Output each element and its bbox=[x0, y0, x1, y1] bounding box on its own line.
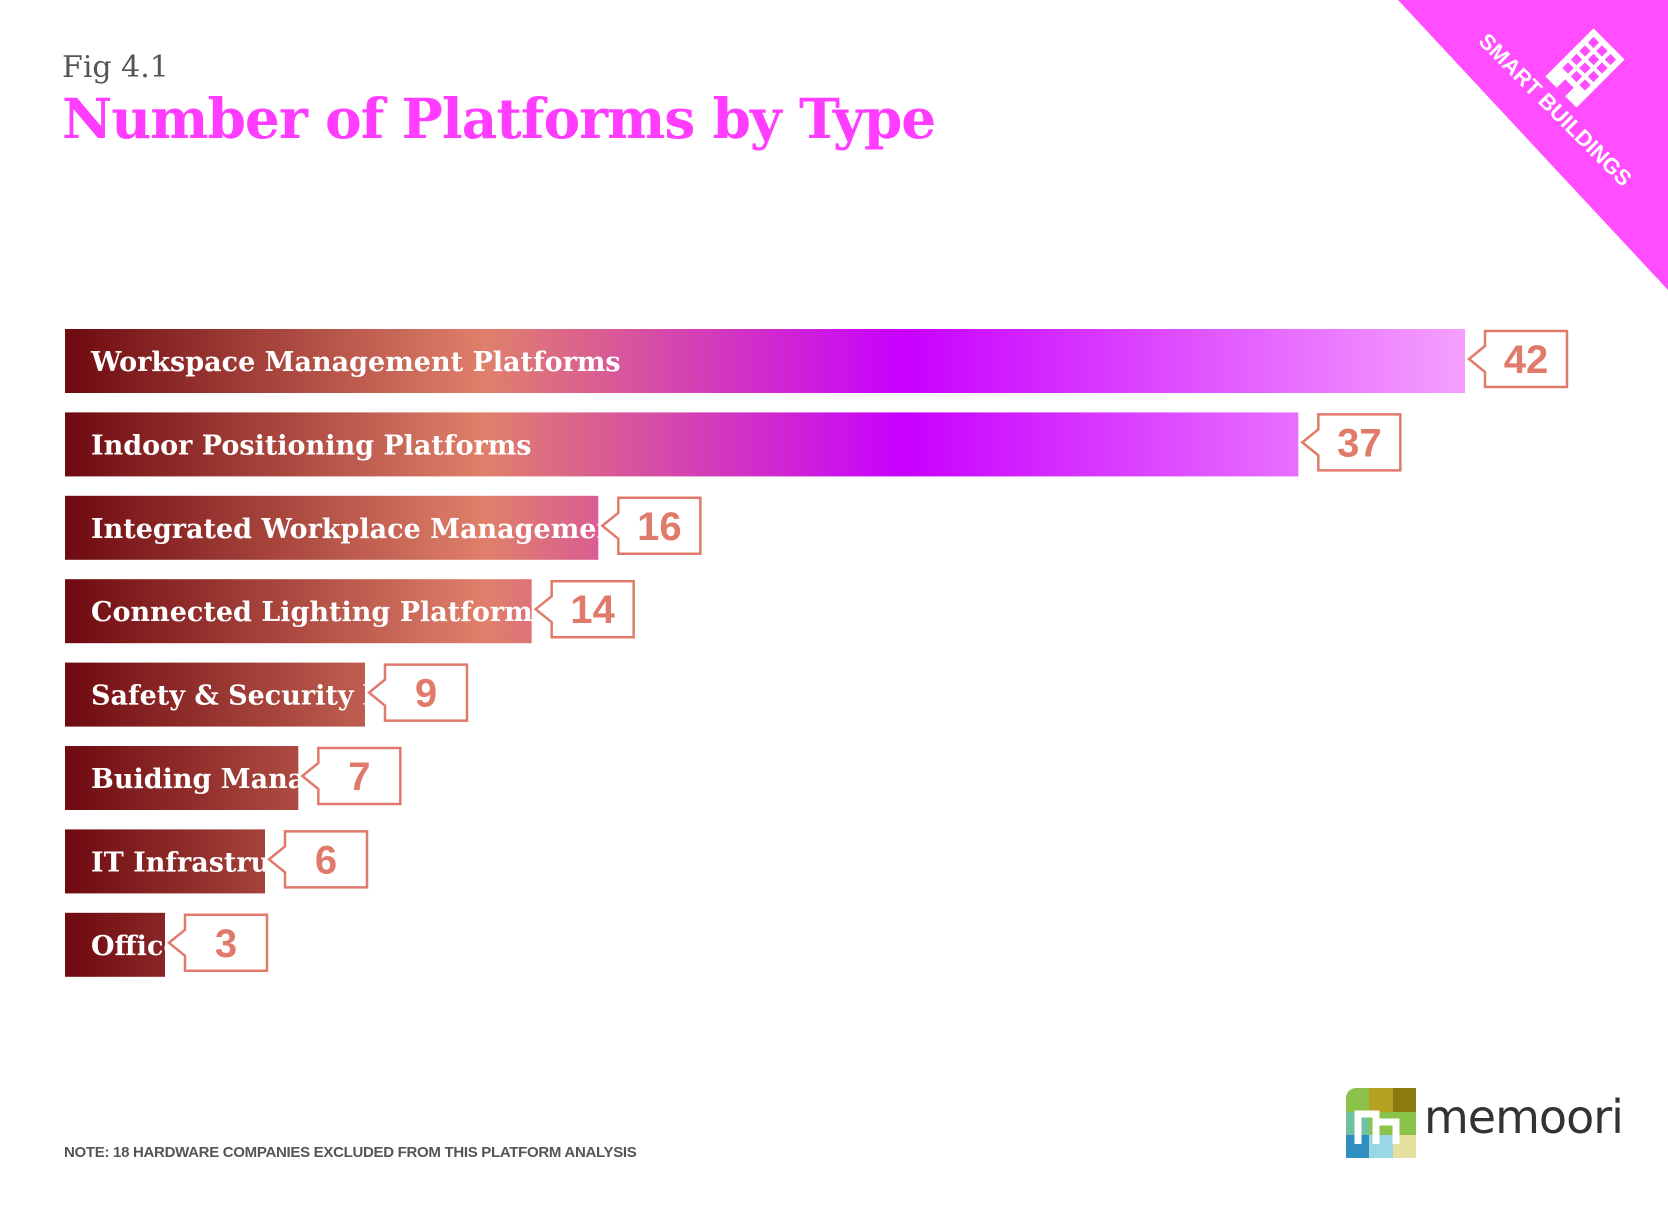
value-callout bbox=[167, 913, 269, 973]
value-callout bbox=[1467, 329, 1569, 389]
value-callout bbox=[267, 830, 369, 889]
memoori-logo-icon bbox=[1346, 1088, 1416, 1158]
bar bbox=[65, 329, 1465, 393]
bar bbox=[65, 412, 1299, 477]
bar-label: Buiding Management System (BMS) based Pl… bbox=[91, 764, 899, 795]
bar bbox=[65, 579, 532, 644]
bar-label: Safety & Security based Platforms bbox=[91, 681, 608, 712]
bar bbox=[65, 829, 265, 894]
memoori-wordmark: memoori bbox=[1424, 1090, 1624, 1144]
value-callout bbox=[600, 496, 702, 556]
value-label: 9 bbox=[415, 672, 437, 716]
value-label: 6 bbox=[315, 838, 337, 882]
value-callout bbox=[533, 579, 635, 639]
value-label: 16 bbox=[637, 505, 682, 549]
footnote: NOTE: 18 HARDWARE COMPANIES EXCLUDED FRO… bbox=[64, 1144, 637, 1161]
value-callout bbox=[1300, 413, 1402, 472]
figure-label: Fig 4.1 bbox=[62, 50, 169, 85]
bar-label: Indoor Positioning Platforms bbox=[91, 430, 532, 461]
bar bbox=[65, 662, 365, 727]
bar-label: Workspace Management Platforms bbox=[90, 347, 621, 378]
building-icon bbox=[1545, 28, 1625, 108]
value-label: 7 bbox=[348, 755, 370, 799]
chart-title: Number of Platforms by Type bbox=[62, 86, 936, 151]
smart-buildings-badge: SMART BUILDINGS bbox=[1398, 0, 1668, 290]
value-callout bbox=[367, 663, 469, 722]
bar-label: Connected Lighting Platforms bbox=[91, 597, 548, 628]
value-label: 42 bbox=[1504, 338, 1549, 382]
bar-label: Office Furniture based Platforms bbox=[91, 931, 590, 962]
bar bbox=[65, 912, 165, 977]
value-label: 14 bbox=[570, 588, 615, 632]
value-callout bbox=[300, 746, 402, 806]
value-label: 3 bbox=[215, 922, 237, 966]
bar bbox=[65, 495, 599, 560]
value-label: 37 bbox=[1337, 421, 1382, 465]
bar bbox=[65, 746, 299, 810]
